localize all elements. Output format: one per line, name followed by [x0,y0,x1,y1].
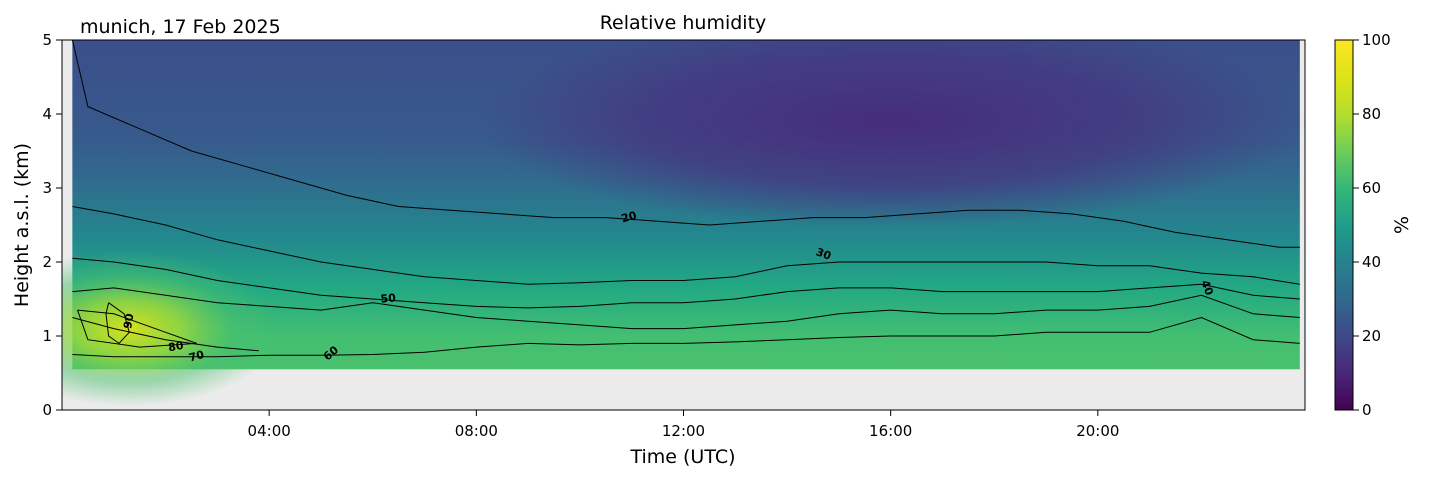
x-tick-label: 16:00 [869,422,912,440]
contour-label-30: 30 [814,245,833,263]
x-tick-label: 04:00 [248,422,291,440]
x-tick-label: 20:00 [1076,422,1119,440]
y-axis-ticks: 0 1 2 3 4 5 [42,31,62,419]
y-tick-label: 5 [42,31,52,49]
colorbar-tick-label: 100 [1362,31,1391,49]
x-tick-label: 12:00 [662,422,705,440]
x-axis-label: Time (UTC) [629,446,735,468]
colorbar-ticks: 0 20 40 60 80 100 [1353,31,1391,419]
contour-30 [72,206,1300,285]
colorbar [1334,39,1354,411]
colorbar-tick-label: 20 [1362,327,1381,345]
contour-80 [77,309,197,348]
contour-label-50: 50 [380,291,397,305]
contour-label-90: 90 [121,312,137,330]
chart-title: Relative humidity [600,12,767,34]
colorbar-label: % [1391,216,1413,234]
colorbar-tick-label: 0 [1362,401,1372,419]
y-tick-label: 3 [42,179,52,197]
y-tick-label: 4 [42,105,52,123]
y-tick-label: 0 [42,401,52,419]
contour-40 [72,257,1300,309]
contour-50 [72,287,1300,330]
contour-60 [72,316,1300,358]
colorbar-tick-label: 40 [1362,253,1381,271]
moist-region [62,250,280,407]
colorbar-tick-label: 80 [1362,105,1381,123]
contour-label-70: 70 [187,348,205,365]
y-axis-label: Height a.s.l. (km) [11,143,33,307]
contour-20 [71,40,1300,248]
contour-70 [72,317,259,352]
x-tick-label: 08:00 [455,422,498,440]
y-tick-label: 1 [42,327,52,345]
contour-lines [71,40,1300,358]
colorbar-tick-label: 60 [1362,179,1381,197]
x-axis-ticks: 04:00 08:00 12:00 16:00 20:00 [248,410,1119,440]
contour-label-20: 20 [620,209,638,226]
contour-label-40: 40 [1198,278,1216,297]
location-date-label: munich, 17 Feb 2025 [80,16,281,38]
contour-90 [105,302,130,345]
dry-region [476,40,1305,228]
contour-label-80: 80 [167,339,185,355]
y-tick-label: 2 [42,253,52,271]
